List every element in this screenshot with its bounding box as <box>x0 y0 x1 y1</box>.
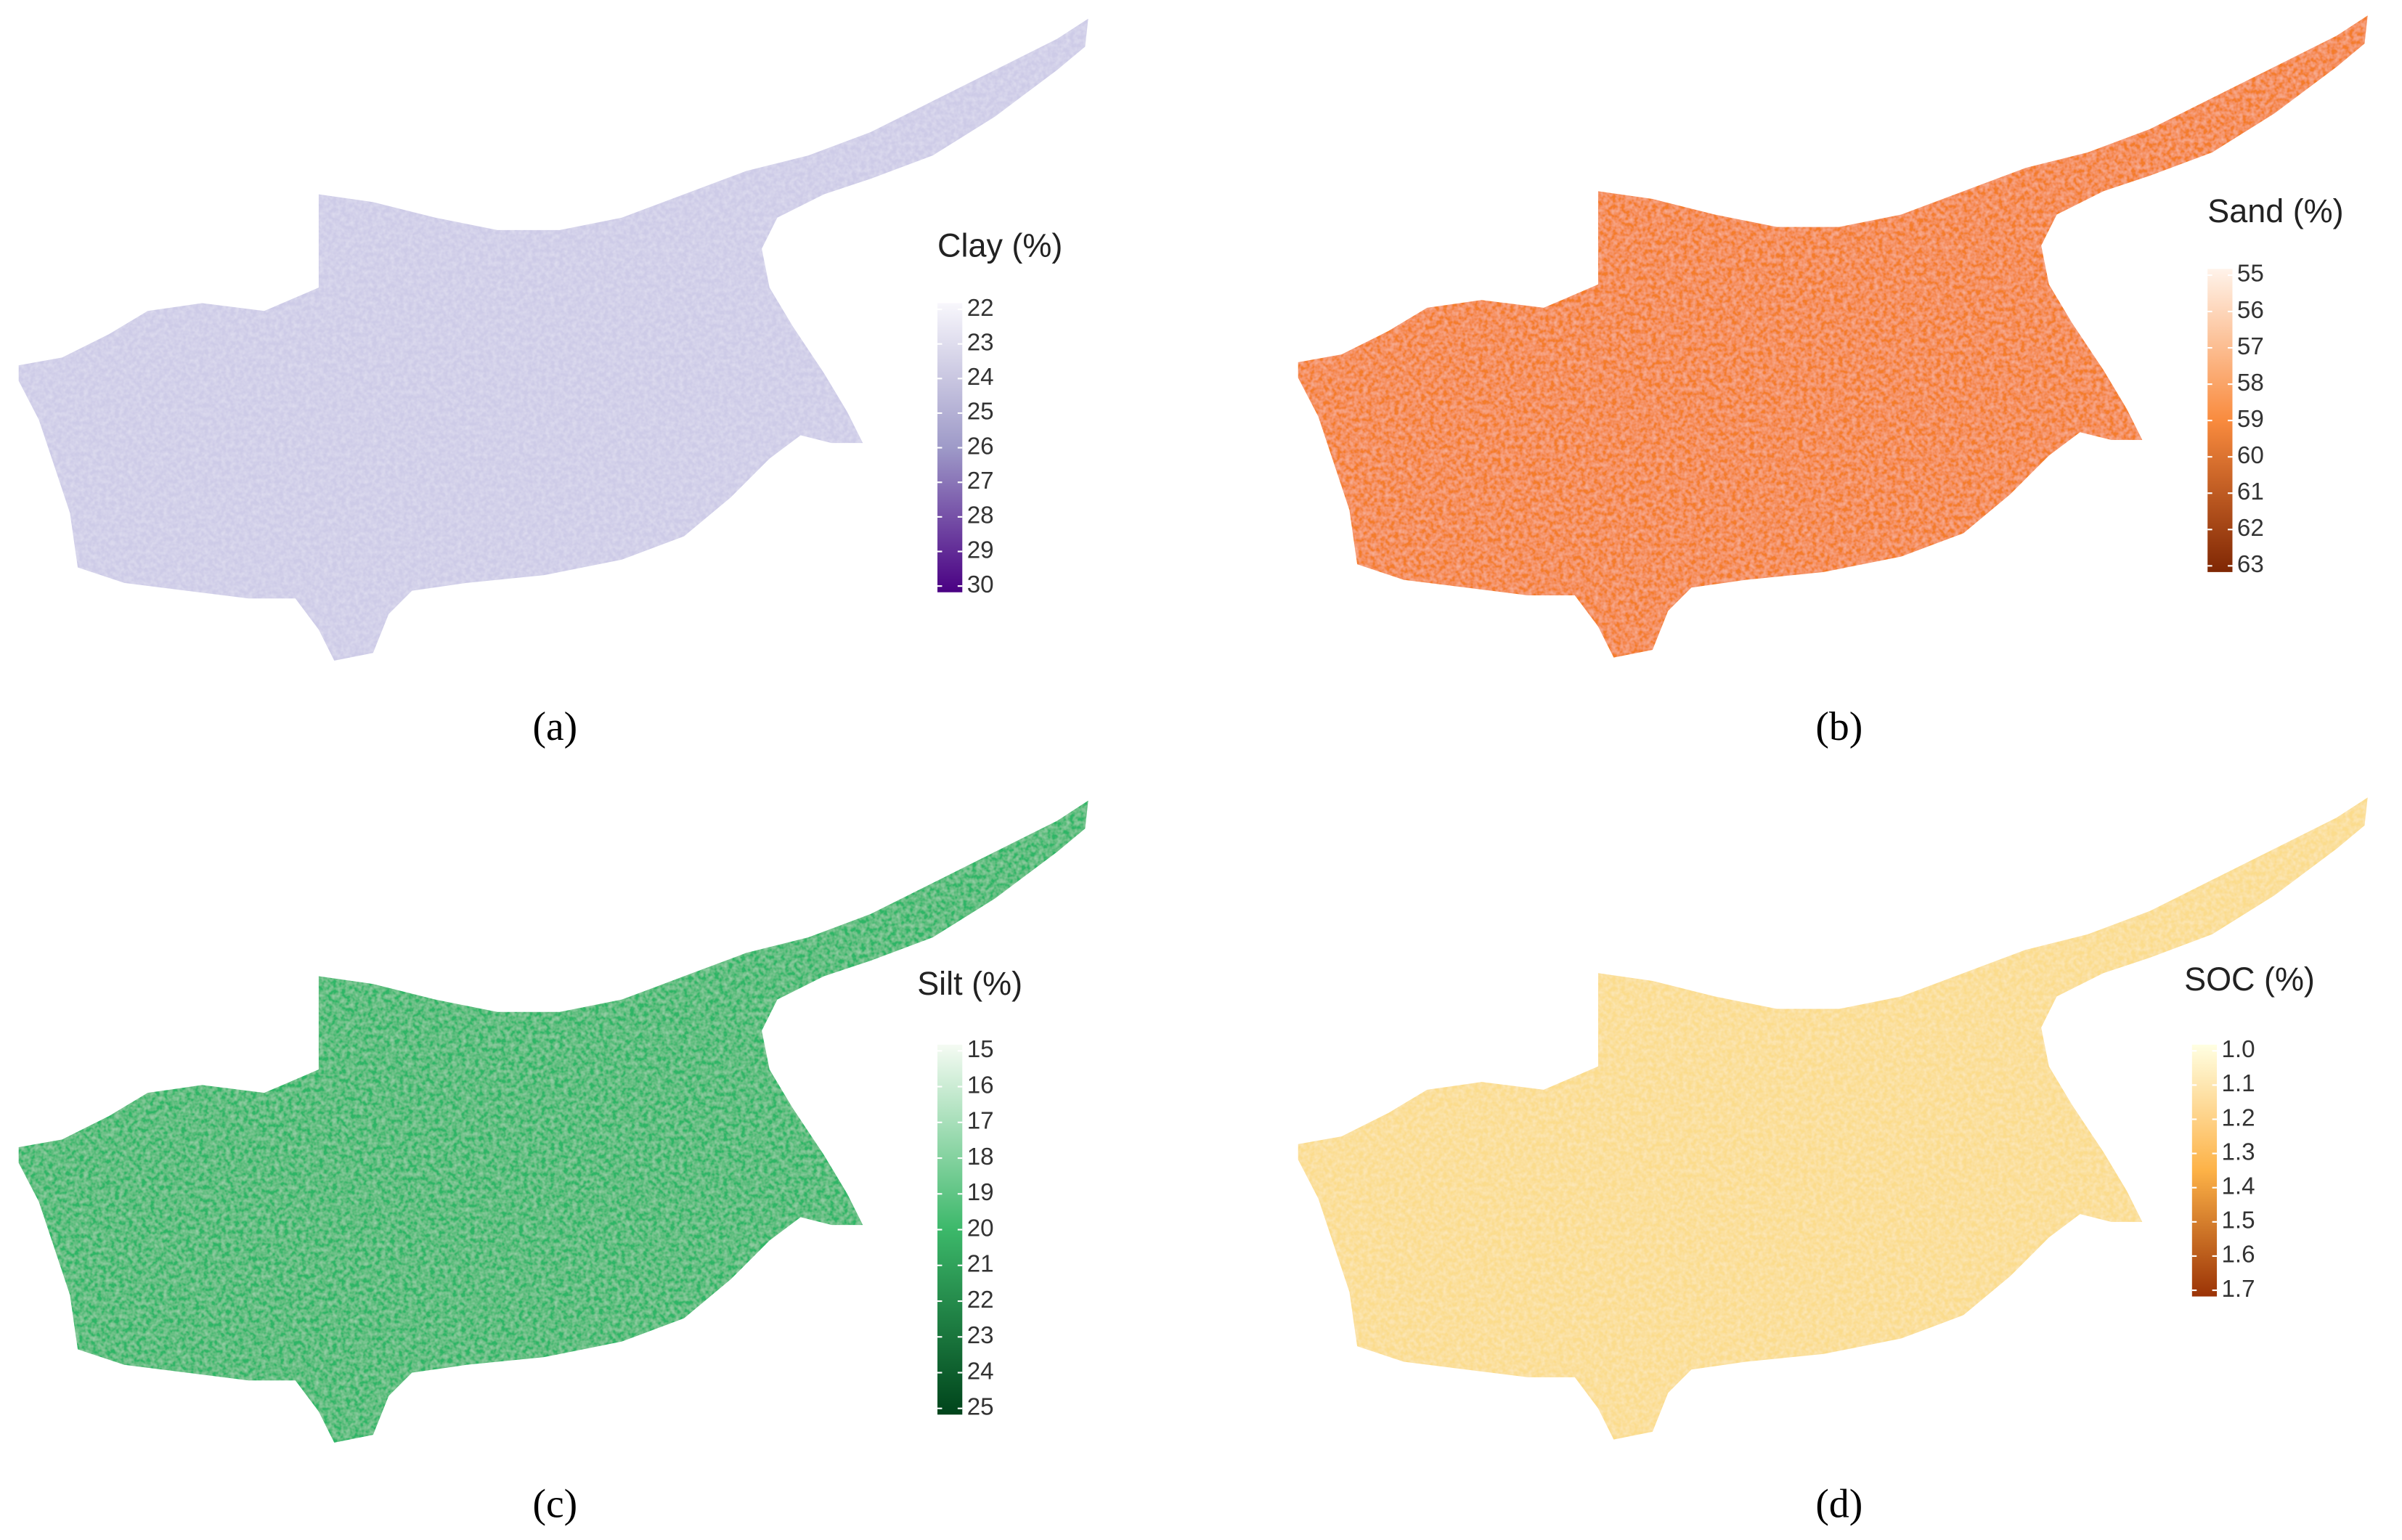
tick-label: 1.6 <box>2221 1242 2255 1268</box>
tick-label: 24 <box>967 1358 994 1385</box>
tick-label: 57 <box>2237 333 2264 360</box>
tick-label: 23 <box>967 1322 994 1349</box>
tick-label: 1.3 <box>2221 1138 2255 1165</box>
tick-label: 16 <box>967 1072 994 1099</box>
tick-label: 25 <box>967 399 994 425</box>
tick-label: 1.0 <box>2221 1036 2255 1063</box>
tick-label: 1.7 <box>2221 1276 2255 1303</box>
tick-label: 22 <box>967 1287 994 1313</box>
tick-label: 29 <box>967 537 994 563</box>
panel: SOC (%) 1.0 1.1 1.2 1.3 1.4 1.5 1.6 1.7 (d) <box>1298 797 2368 1527</box>
tick-label: 56 <box>2237 297 2264 324</box>
caption: (b) <box>1815 704 1862 749</box>
tick-label: 62 <box>2237 515 2264 542</box>
tick-label: 1.2 <box>2221 1104 2255 1131</box>
tick-label: 30 <box>967 571 994 598</box>
tick-label: 1.1 <box>2221 1070 2255 1097</box>
colorbar <box>2191 1044 2218 1297</box>
tick-label: 24 <box>967 364 994 391</box>
tick-label: 27 <box>967 468 994 494</box>
tick-label: 59 <box>2237 406 2264 433</box>
tick-label: 19 <box>967 1179 994 1206</box>
tick-label: 18 <box>967 1144 994 1170</box>
caption: (d) <box>1815 1482 1862 1527</box>
tick-label: 1.4 <box>2221 1173 2255 1199</box>
tick-label: 61 <box>2237 478 2264 505</box>
map <box>1298 15 2368 658</box>
tick-label: 22 <box>967 295 994 322</box>
panel: Sand (%) 55 56 57 58 59 60 61 62 63 (b) <box>1298 15 2368 749</box>
caption: (c) <box>532 1482 577 1527</box>
legend-title: Silt (%) <box>917 965 1022 1002</box>
tick-label: 60 <box>2237 442 2264 469</box>
caption: (a) <box>532 704 577 749</box>
panel: Silt (%) 15 16 17 18 19 20 21 22 23 24 25 (c) <box>18 800 1088 1527</box>
legend-title: Clay (%) <box>937 227 1062 264</box>
tick-label: 28 <box>967 502 994 529</box>
legend-title: Sand (%) <box>2207 192 2343 229</box>
tick-label: 25 <box>967 1394 994 1421</box>
tick-label: 55 <box>2237 261 2264 288</box>
map <box>18 800 1088 1443</box>
tick-label: 58 <box>2237 370 2264 396</box>
tick-label: 23 <box>967 329 994 356</box>
tick-label: 17 <box>967 1108 994 1135</box>
tick-label: 21 <box>967 1251 994 1278</box>
tick-label: 15 <box>967 1036 994 1063</box>
tick-label: 20 <box>967 1215 994 1242</box>
tick-label: 1.5 <box>2221 1207 2255 1234</box>
panel: Clay (%) 22 23 24 25 26 27 28 29 30 (a) <box>18 18 1088 749</box>
legend-title: SOC (%) <box>2184 961 2315 998</box>
map <box>18 18 1088 661</box>
panels: Clay (%) 22 23 24 25 26 27 28 29 30 (a) Sand (%) 55 5… <box>18 15 2368 1527</box>
tick-label: 26 <box>967 433 994 460</box>
tick-label: 63 <box>2237 551 2264 578</box>
